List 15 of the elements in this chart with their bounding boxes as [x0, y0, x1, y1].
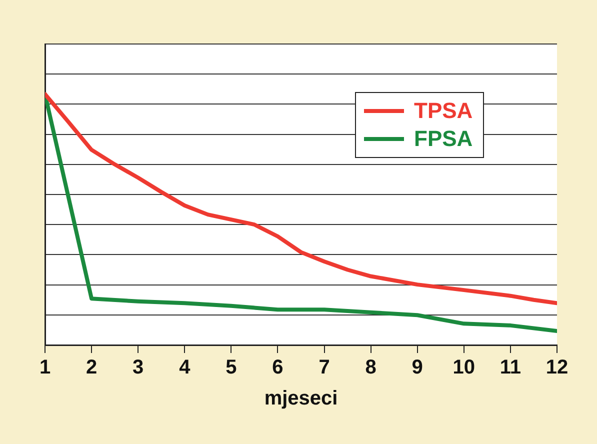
x-tick-label: 8 — [365, 356, 376, 379]
x-tick-label: 2 — [86, 356, 98, 379]
x-tick-label: 3 — [132, 356, 144, 379]
x-axis-title: mjeseci — [264, 388, 338, 410]
x-tick-label: 9 — [412, 356, 423, 379]
x-tick-label: 10 — [452, 356, 476, 379]
x-tick-label: 6 — [272, 356, 284, 379]
x-tick-label: 4 — [179, 356, 192, 379]
x-tick-label: 11 — [500, 356, 522, 379]
legend-label: TPSA — [414, 97, 473, 125]
x-tick-label: 1 — [39, 356, 51, 379]
legend-label: FPSA — [414, 125, 473, 153]
x-tick-label: 12 — [546, 356, 568, 379]
x-tick-label: 5 — [226, 356, 237, 379]
x-tick-label: 7 — [318, 356, 330, 379]
